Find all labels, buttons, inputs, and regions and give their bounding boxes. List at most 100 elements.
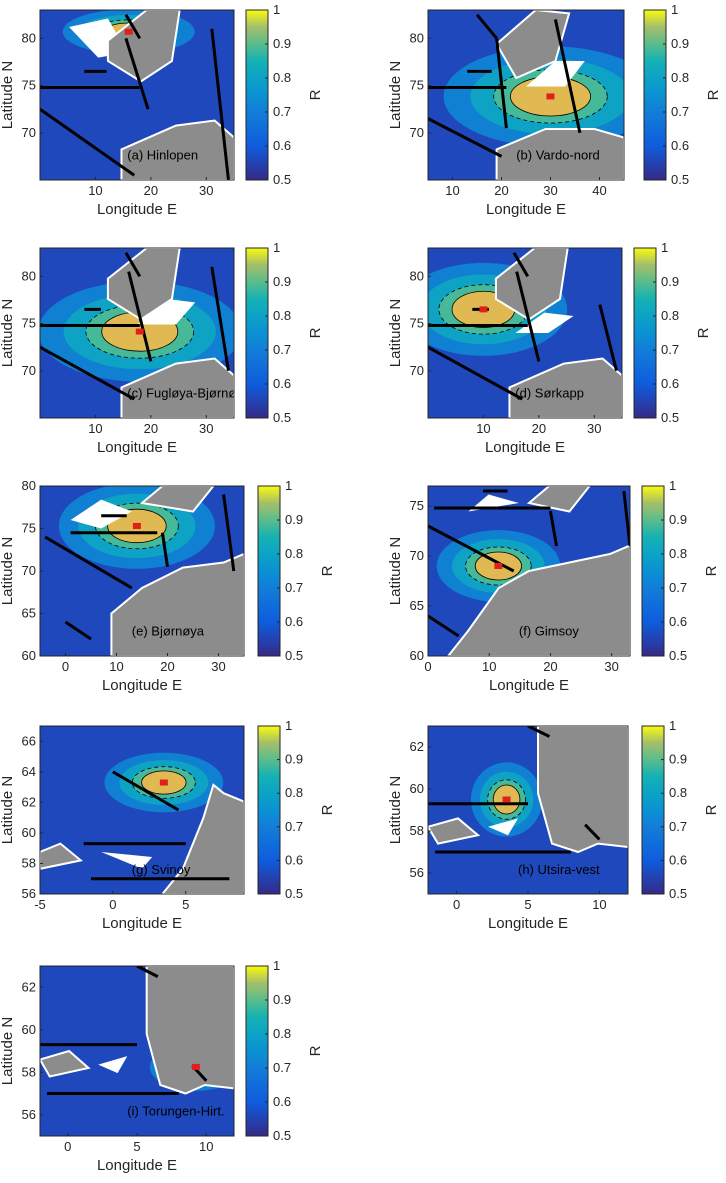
x-tick-label: 30	[604, 659, 618, 674]
panel-label: (d) Sørkapp	[515, 386, 584, 401]
colorbar-tick-label: 0.7	[669, 819, 687, 834]
y-tick-label: 70	[410, 363, 424, 378]
x-tick-label: 30	[199, 421, 213, 436]
y-tick-label: 80	[22, 268, 36, 283]
ice-mask	[137, 299, 196, 325]
selected-section-marker	[159, 779, 168, 786]
x-tick-label: 10	[445, 183, 459, 198]
colorbar-tick-label: 0.5	[285, 648, 303, 663]
colorbar	[643, 9, 667, 181]
colorbar-label: R	[703, 565, 720, 576]
y-axis-label: Latitude N	[0, 61, 16, 129]
panel-label: (f) Gimsoy	[519, 624, 579, 639]
colorbar-tick-label: 0.9	[661, 274, 679, 289]
section-line	[512, 251, 530, 278]
panel-label: (b) Vardo-nord	[516, 148, 600, 163]
colorbar-tick-label: 0.8	[273, 1026, 291, 1041]
colorbar-tick-label: 0.5	[273, 410, 291, 425]
section-line	[136, 966, 159, 978]
x-axis-label: Longitude E	[102, 677, 182, 694]
mainland-mask	[161, 783, 244, 894]
colorbar-tick-label: 0.7	[285, 580, 303, 595]
mainland-mask	[120, 357, 234, 418]
colorbar-tick-label: 0.8	[669, 785, 687, 800]
x-axis-label: Longitude E	[489, 677, 569, 694]
section-line	[210, 28, 230, 180]
colorbar-label: R	[705, 89, 722, 100]
colorbar-tick-label: 0.5	[669, 886, 687, 901]
contour-line	[465, 546, 532, 586]
x-tick-label: 10	[592, 897, 606, 912]
y-tick-label: 60	[410, 648, 424, 663]
land-mask	[495, 10, 571, 80]
y-tick-label: 75	[410, 498, 424, 513]
panel-6: (f) Gimsoy 0 10 20 30 60 65 70 75 Longitude E Lati…	[387, 478, 720, 694]
colorbar-tick-label: 0.9	[285, 512, 303, 527]
y-tick-label: 75	[410, 316, 424, 331]
land-mask	[428, 817, 481, 845]
colorbar-tick-label: 0.6	[273, 376, 291, 391]
selected-section-marker	[132, 522, 141, 529]
land-mask	[526, 486, 591, 513]
section-line	[428, 117, 503, 158]
y-tick-label: 64	[22, 764, 36, 779]
colorbar-tick-label: 0.9	[669, 752, 687, 767]
section-line	[40, 345, 135, 401]
colorbar-tick-label: 0.6	[669, 614, 687, 629]
panel-7: (g) Svinoy -5 0 5 56 58 60 62 64 66 Longitude E Lat…	[0, 718, 336, 932]
colorbar-tick-label: 0.6	[273, 1094, 291, 1109]
land-mask	[40, 842, 84, 870]
x-tick-label: 10	[88, 183, 102, 198]
colorbar-tick-label: 0.9	[273, 274, 291, 289]
x-tick-label: 20	[144, 421, 158, 436]
y-tick-label: 56	[22, 1107, 36, 1122]
colorbar-tick-label: 0.5	[285, 886, 303, 901]
y-axis-label: Latitude N	[0, 776, 16, 844]
contour-line	[85, 304, 195, 359]
section-line	[475, 13, 498, 40]
x-tick-label: 20	[160, 659, 174, 674]
section-line	[495, 38, 508, 129]
ice-mask	[101, 852, 153, 869]
colorbar-tick-label: 0.7	[661, 342, 679, 357]
panel-8: (h) Utsira-vest 0 5 10 56 58 60 62 Longitude E La…	[387, 718, 720, 932]
panel-label: (h) Utsira-vest	[518, 862, 600, 877]
section-line	[40, 107, 136, 177]
panel-label: (a) Hinlopen	[127, 148, 198, 163]
y-tick-label: 58	[22, 1064, 36, 1079]
x-tick-label: 10	[476, 421, 490, 436]
colorbar	[245, 247, 269, 419]
colorbar-tick-label: 0.9	[671, 36, 689, 51]
x-tick-label: 30	[211, 659, 225, 674]
colorbar	[245, 9, 269, 181]
y-tick-label: 70	[22, 363, 36, 378]
colorbar-tick-label: 0.8	[671, 70, 689, 85]
y-axis-label: Latitude N	[387, 537, 404, 605]
selected-section-marker	[124, 28, 133, 35]
x-tick-label: 30	[587, 421, 601, 436]
colorbar-tick-label: 1	[273, 2, 280, 17]
ice-mask	[488, 818, 518, 836]
x-tick-label: 5	[524, 897, 531, 912]
selected-section-marker	[546, 93, 555, 100]
contour-line	[95, 502, 179, 550]
colorbar	[633, 247, 657, 419]
colorbar-tick-label: 1	[671, 2, 678, 17]
x-tick-label: 30	[543, 183, 557, 198]
x-tick-label: 20	[144, 183, 158, 198]
section-line	[622, 490, 630, 547]
y-tick-label: 65	[410, 598, 424, 613]
contour-line	[141, 770, 187, 795]
ice-mask	[70, 499, 132, 529]
y-axis-label: Latitude N	[0, 537, 16, 605]
mainland-mask	[537, 726, 628, 854]
y-tick-label: 80	[22, 30, 36, 45]
colorbar-tick-label: 0.8	[661, 308, 679, 323]
x-tick-label: 10	[109, 659, 123, 674]
section-line	[428, 345, 523, 401]
colorbar-tick-label: 1	[273, 240, 280, 255]
y-tick-label: 60	[410, 781, 424, 796]
colorbar-tick-label: 1	[661, 240, 668, 255]
selected-section-marker	[135, 328, 144, 335]
